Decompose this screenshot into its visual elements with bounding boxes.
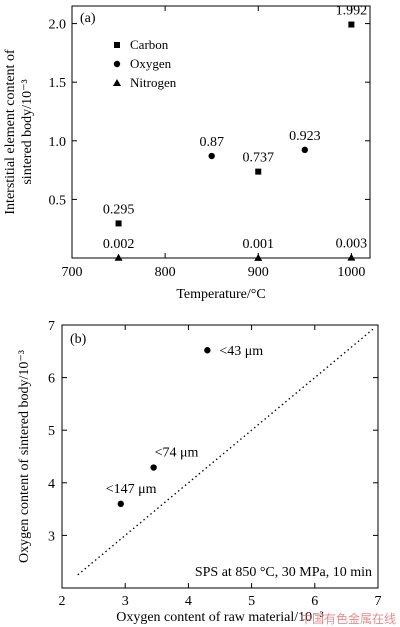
panel-a-point-nitrogen [347, 253, 356, 261]
panel-a-point-nitrogen [254, 253, 263, 261]
panel-a-legend-marker [113, 60, 121, 68]
panel-a: 700 800 900 1000 0.5 1.0 1.5 2.0 0.295 0.737 1.99… [3, 4, 371, 302]
panel-a-y-axis-label-line2: sintered body/10⁻³ [20, 79, 35, 184]
panel-a-label: (a) [80, 11, 96, 26]
panel-a-x-axis-label: Temperature/°C [176, 287, 265, 302]
panel-b-annotation: SPS at 850 °C, 30 MPa, 10 min [195, 565, 372, 580]
panel-a-legend-entry: Oxygen [130, 56, 172, 71]
panel-a-y-axis-label-line1: Interstitial element content of [3, 49, 18, 215]
panel-b-x-axis-label: Oxygen content of raw material/10⁻³ [116, 610, 324, 625]
panel-a-point-nitrogen [114, 253, 123, 261]
panel-b-x-tick-label: 6 [311, 594, 318, 609]
panel-a-point-oxygen [301, 146, 309, 154]
panel-b-y-tick-label: 3 [48, 529, 55, 544]
panel-b-data-label: <43 μm [219, 344, 263, 359]
panel-b-data-label: <74 μm [155, 446, 199, 461]
panel-b-y-axis-label: Oxygen content of sintered body/10⁻³ [17, 350, 32, 563]
panel-b-point [150, 464, 157, 471]
panel-a-data-label: 0.737 [243, 151, 275, 166]
panel-a-data-label: 0.295 [103, 202, 135, 217]
panel-a-legend-marker [114, 42, 120, 48]
panel-a-data-label: 0.001 [243, 237, 275, 252]
panel-a-x-tick-label: 700 [62, 265, 83, 280]
panel-a-data-label: 0.87 [199, 135, 224, 150]
panel-a-y-tick-label: 0.5 [49, 193, 67, 208]
panel-a-data-label: 0.003 [336, 237, 368, 252]
panel-b-x-tick-label: 2 [59, 594, 66, 609]
panel-b-x-tick-label: 3 [122, 594, 129, 609]
panel-b-x-tick-label: 4 [185, 594, 192, 609]
panel-a-y-tick-label: 2.0 [49, 18, 67, 33]
panel-a-legend-marker [113, 79, 121, 86]
panel-b: 2 3 4 5 6 7 3 4 5 6 7 <147 μm <74 μm <43 μm (b) SPS … [17, 319, 382, 625]
panel-b-data-label: <147 μm [106, 482, 157, 497]
panel-a-data-label: 0.002 [103, 237, 135, 252]
panel-b-y-tick-label: 5 [48, 424, 55, 439]
panel-b-x-tick-label: 5 [248, 594, 255, 609]
watermark: 中国有色金属在线 [300, 611, 396, 626]
panel-a-point-carbon [255, 168, 262, 175]
panel-a-legend: Carbon Oxygen Nitrogen [113, 37, 177, 90]
panel-a-x-tick-label: 800 [155, 265, 176, 280]
panel-a-data-label: 1.992 [336, 4, 368, 19]
panel-a-y-tick-label: 1.0 [49, 135, 67, 150]
panel-a-point-carbon [115, 220, 122, 227]
panel-b-point [204, 347, 211, 354]
panel-a-point-carbon [348, 21, 355, 28]
panel-b-label: (b) [70, 332, 87, 347]
panel-b-y-tick-label: 4 [48, 477, 55, 492]
panel-a-x-tick-label: 900 [248, 265, 269, 280]
panel-b-x-tick-label: 7 [375, 594, 382, 609]
panel-b-y-tick-label: 7 [48, 319, 55, 334]
panel-a-y-tick-label: 1.5 [49, 76, 67, 91]
panel-b-point [117, 500, 124, 508]
panel-b-y-tick-label: 6 [48, 372, 55, 387]
panel-a-legend-entry: Carbon [130, 37, 169, 52]
panel-b-frame [61, 324, 379, 589]
panel-b-reference-line [77, 327, 376, 576]
panel-a-point-oxygen [208, 152, 215, 160]
panel-a-x-tick-label: 1000 [337, 265, 365, 280]
panel-a-data-label: 0.923 [289, 129, 321, 144]
panel-a-frame [71, 5, 371, 259]
panel-a-legend-entry: Nitrogen [130, 75, 177, 90]
